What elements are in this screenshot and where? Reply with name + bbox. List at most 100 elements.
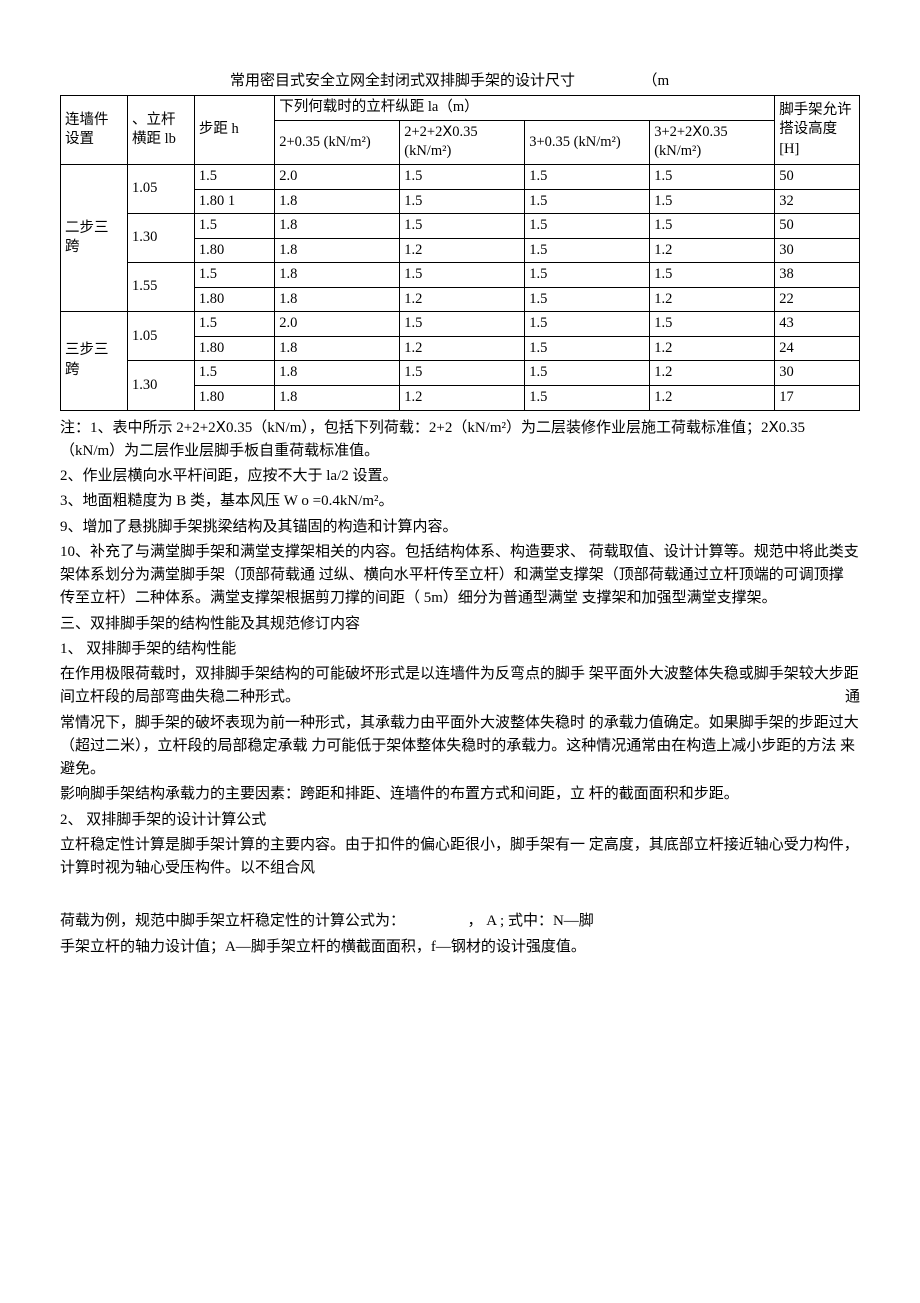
cell-H: 17: [775, 386, 860, 411]
table-row: 1.301.51.81.51.51.550: [61, 214, 860, 239]
cell-la4: 1.2: [650, 336, 775, 361]
cell-conn: 三步三跨: [61, 312, 128, 410]
para-1-main: 在作用极限荷载时，双排脚手架结构的可能破坏形式是以连墙件为反弯点的脚手 架平面外…: [60, 666, 859, 705]
th-conn: 连墙件设置: [61, 96, 128, 165]
table-row: 1.301.51.81.51.51.230: [61, 361, 860, 386]
cell-la3: 1.5: [525, 361, 650, 386]
cell-la3: 1.5: [525, 386, 650, 411]
cell-conn: 二步三跨: [61, 164, 128, 311]
cell-la4: 1.2: [650, 287, 775, 312]
cell-lb: 1.05: [127, 164, 194, 213]
cell-la2: 1.5: [400, 361, 525, 386]
para-3: 影响脚手架结构承载力的主要因素：跨距和排距、连墙件的布置方式和间距，立 杆的截面…: [60, 783, 860, 806]
note-9: 9、增加了悬挑脚手架挑梁结构及其锚固的构造和计算内容。: [60, 516, 860, 539]
cell-H: 24: [775, 336, 860, 361]
cell-la3: 1.5: [525, 336, 650, 361]
cell-h: 1.5: [194, 312, 274, 337]
cell-la1: 1.8: [275, 386, 400, 411]
cell-la3: 1.5: [525, 312, 650, 337]
cell-la2: 1.5: [400, 214, 525, 239]
cell-la3: 1.5: [525, 287, 650, 312]
para-6: 手架立杆的轴力设计值；A—脚手架立杆的横截面面积，f—钢材的设计强度值。: [60, 936, 860, 959]
para-5a: 荷载为例，规范中脚手架立杆稳定性的计算公式为：: [60, 913, 405, 929]
cell-H: 30: [775, 361, 860, 386]
cell-h: 1.80 1: [194, 189, 274, 214]
cell-la4: 1.5: [650, 214, 775, 239]
cell-la4: 1.2: [650, 238, 775, 263]
cell-la2: 1.2: [400, 336, 525, 361]
cell-H: 43: [775, 312, 860, 337]
cell-H: 22: [775, 287, 860, 312]
cell-H: 32: [775, 189, 860, 214]
cell-la4: 1.5: [650, 312, 775, 337]
cell-la4: 1.5: [650, 263, 775, 288]
note-1: 注：1、表中所示 2+2+2Ⅹ0.35（kN/m），包括下列荷载：2+2（kN/…: [60, 417, 860, 464]
para-4: 立杆稳定性计算是脚手架计算的主要内容。由于扣件的偏心距很小，脚手架有一 定高度，…: [60, 834, 860, 881]
note-3: 3、地面粗糙度为 B 类，基本风压 W o =0.4kN/m²。: [60, 490, 860, 513]
cell-h: 1.5: [194, 164, 274, 189]
cell-la3: 1.5: [525, 164, 650, 189]
section-3-heading: 三、双排脚手架的结构性能及其规范修订内容: [60, 613, 860, 636]
title-unit: （m: [643, 73, 670, 89]
cell-H: 30: [775, 238, 860, 263]
cell-la4: 1.2: [650, 386, 775, 411]
cell-h: 1.80: [194, 386, 274, 411]
cell-la1: 1.8: [275, 263, 400, 288]
page-title: 常用密目式安全立网全封闭式双排脚手架的设计尺寸 （m: [60, 70, 860, 93]
cell-la1: 1.8: [275, 287, 400, 312]
para-2: 常情况下，脚手架的破坏表现为前一种形式，其承载力由平面外大波整体失稳时 的承载力…: [60, 712, 860, 782]
cell-la2: 1.5: [400, 263, 525, 288]
section-3-2: 2、 双排脚手架的设计计算公式: [60, 809, 860, 832]
th-la4: 3+2+2Ⅹ0.35 (kN/m²): [650, 120, 775, 164]
cell-lb: 1.30: [127, 361, 194, 410]
cell-la1: 1.8: [275, 361, 400, 386]
cell-la2: 1.2: [400, 287, 525, 312]
cell-la4: 1.2: [650, 361, 775, 386]
cell-la1: 2.0: [275, 164, 400, 189]
cell-H: 50: [775, 164, 860, 189]
cell-h: 1.80: [194, 238, 274, 263]
cell-la3: 1.5: [525, 189, 650, 214]
cell-la2: 1.5: [400, 164, 525, 189]
th-h: 步距 h: [194, 96, 274, 165]
cell-la1: 1.8: [275, 189, 400, 214]
th-H: 脚手架允许搭设高度 [H]: [775, 96, 860, 165]
cell-lb: 1.30: [127, 214, 194, 263]
cell-h: 1.80: [194, 336, 274, 361]
cell-la4: 1.5: [650, 189, 775, 214]
th-la1: 2+0.35 (kN/m²): [275, 120, 400, 164]
cell-la1: 2.0: [275, 312, 400, 337]
cell-h: 1.5: [194, 214, 274, 239]
title-text: 常用密目式安全立网全封闭式双排脚手架的设计尺寸: [230, 73, 575, 89]
cell-H: 38: [775, 263, 860, 288]
cell-la2: 1.2: [400, 386, 525, 411]
para-5-formula: ， A ;: [468, 913, 505, 929]
cell-la1: 1.8: [275, 336, 400, 361]
cell-la4: 1.5: [650, 164, 775, 189]
body-text: 注：1、表中所示 2+2+2Ⅹ0.35（kN/m），包括下列荷载：2+2（kN/…: [60, 417, 860, 959]
note-10: 10、补充了与满堂脚手架和满堂支撑架相关的内容。包括结构体系、构造要求、 荷载取…: [60, 541, 860, 611]
para-1: 在作用极限荷载时，双排脚手架结构的可能破坏形式是以连墙件为反弯点的脚手 架平面外…: [60, 663, 860, 710]
cell-lb: 1.55: [127, 263, 194, 312]
design-dim-table: 连墙件设置 、立杆横距 lb 步距 h 下列何载时的立杆纵距 la（m） 脚手架…: [60, 95, 860, 410]
cell-h: 1.80: [194, 287, 274, 312]
cell-la3: 1.5: [525, 238, 650, 263]
th-lb: 、立杆横距 lb: [127, 96, 194, 165]
table-row: 三步三跨1.051.52.01.51.51.543: [61, 312, 860, 337]
cell-lb: 1.05: [127, 312, 194, 361]
cell-la1: 1.8: [275, 214, 400, 239]
cell-la2: 1.2: [400, 238, 525, 263]
cell-la3: 1.5: [525, 263, 650, 288]
cell-la3: 1.5: [525, 214, 650, 239]
cell-H: 50: [775, 214, 860, 239]
table-row: 二步三跨1.051.52.01.51.51.550: [61, 164, 860, 189]
para-5b: 式中：N—脚: [508, 913, 594, 929]
cell-h: 1.5: [194, 263, 274, 288]
cell-la1: 1.8: [275, 238, 400, 263]
note-2: 2、作业层横向水平杆间距，应按不大于 la/2 设置。: [60, 465, 860, 488]
cell-la2: 1.5: [400, 312, 525, 337]
cell-h: 1.5: [194, 361, 274, 386]
para-5: 荷载为例，规范中脚手架立杆稳定性的计算公式为： ， A ; 式中：N—脚: [60, 910, 860, 933]
th-la2: 2+2+2Ⅹ0.35 (kN/m²): [400, 120, 525, 164]
table-row: 1.551.51.81.51.51.538: [61, 263, 860, 288]
